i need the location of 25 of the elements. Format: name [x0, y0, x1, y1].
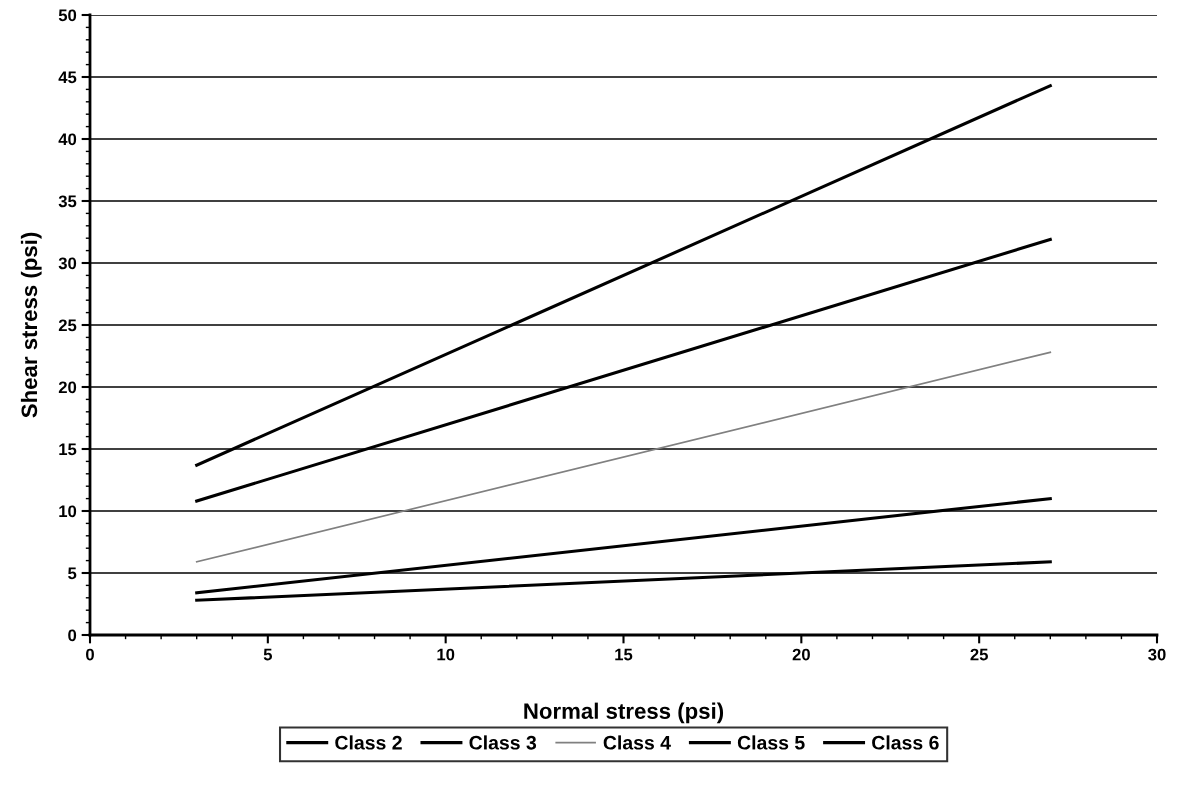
legend-label: Class 5 [737, 735, 805, 750]
x-axis-title: Normal stress (psi) [524, 702, 724, 724]
y-tick-label: 35 [58, 195, 77, 208]
y-tick-label: 30 [58, 257, 77, 270]
y-tick-label: 45 [58, 71, 77, 84]
x-tick-label: 5 [263, 648, 272, 661]
y-tick-label: 40 [58, 133, 77, 146]
x-tick-label: 15 [615, 648, 633, 661]
x-tick-label: 30 [1148, 648, 1166, 661]
y-axis-title: Shear stress (psi) [20, 232, 42, 418]
y-tick-label: 5 [68, 567, 77, 580]
legend-label: Class 6 [872, 735, 939, 750]
y-tick-label: 50 [58, 9, 77, 22]
y-tick-label: 15 [59, 443, 77, 456]
y-tick-label: 20 [58, 381, 77, 394]
x-tick-label: 25 [970, 648, 988, 661]
x-tick-label: 10 [437, 648, 455, 661]
x-tick-label: 0 [86, 648, 94, 661]
y-tick-label: 10 [59, 505, 77, 518]
y-tick-label: 0 [68, 629, 77, 642]
legend-label: Class 3 [469, 735, 537, 750]
y-tick-label: 25 [58, 319, 77, 332]
legend-label: Class 2 [335, 735, 402, 750]
legend-label: Class 4 [603, 735, 671, 750]
x-tick-label: 20 [792, 648, 810, 661]
